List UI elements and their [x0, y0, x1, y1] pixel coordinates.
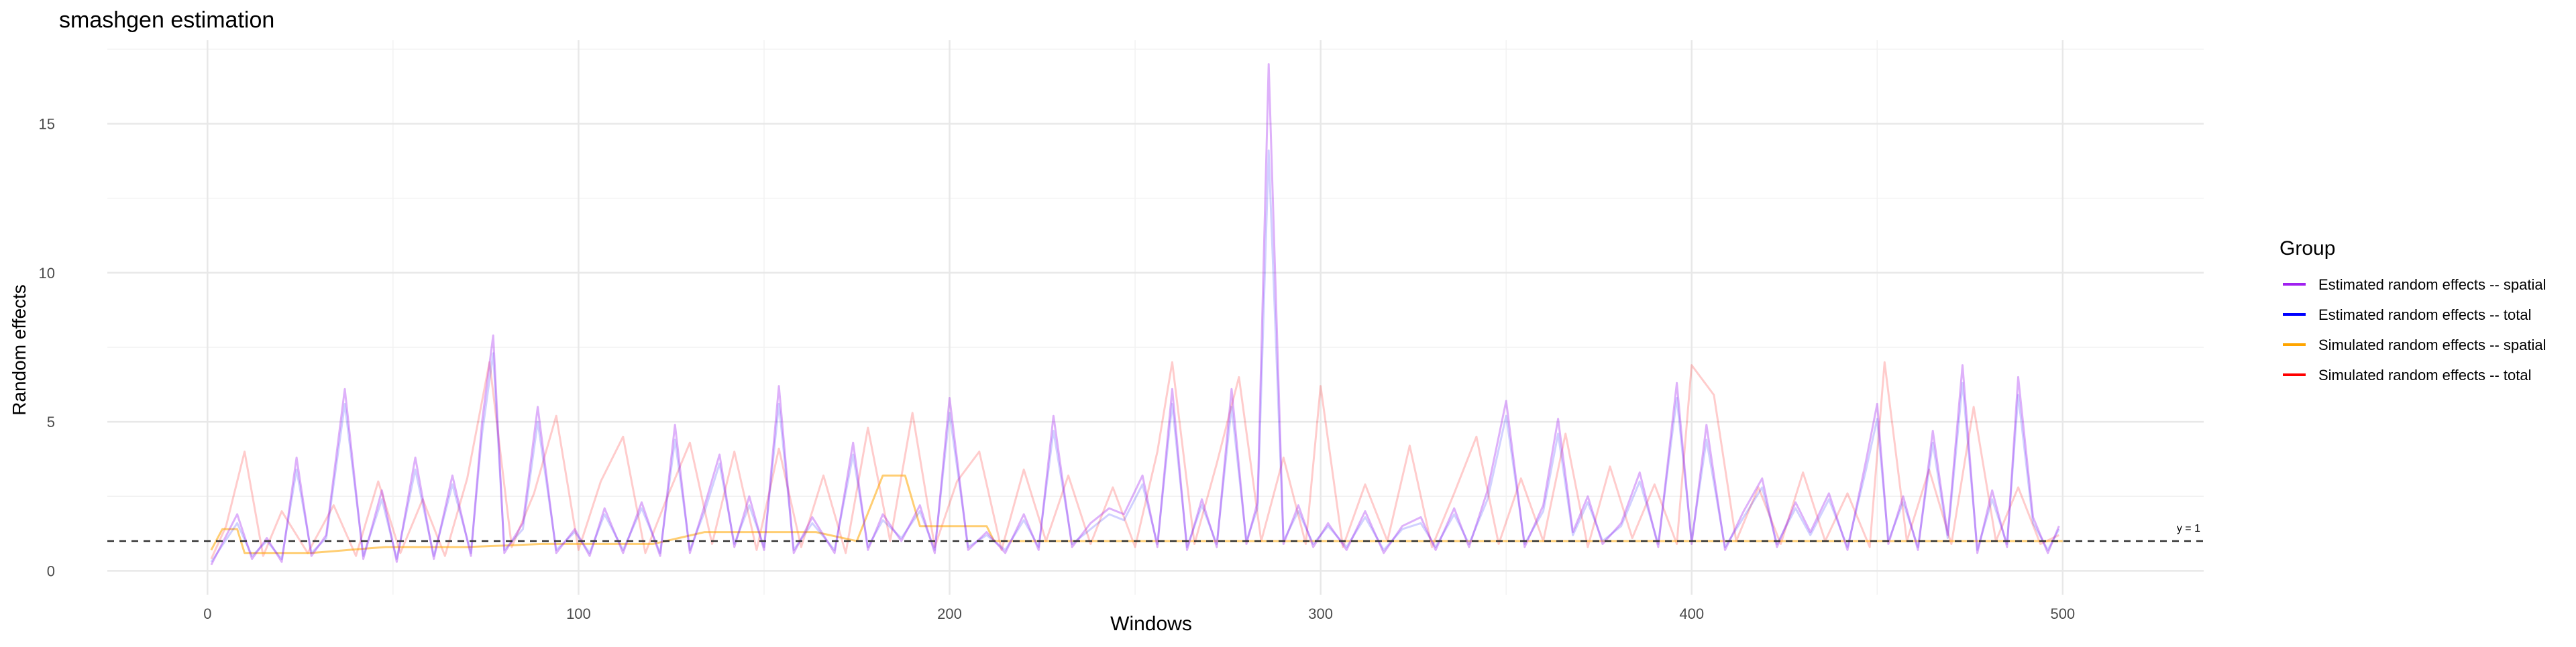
x-tick-label: 300	[1308, 605, 1333, 622]
x-tick-label: 500	[2050, 605, 2075, 622]
grid-lines	[107, 40, 2204, 595]
x-tick-label: 200	[937, 605, 962, 622]
series-line-0	[210, 63, 2060, 566]
series-line-3	[210, 361, 2059, 560]
y-axis-label: Random effects	[9, 284, 30, 416]
y-tick-label: 0	[47, 563, 55, 579]
reference-line-label: y = 1	[2177, 523, 2200, 534]
series-line-2	[210, 474, 2063, 554]
tick-labels: 0 100 200 300 400 500 0 5 10 15	[39, 115, 2076, 622]
chart-title: smashgen estimation	[59, 7, 274, 33]
series-line-1	[210, 150, 2060, 563]
x-tick-label: 400	[1679, 605, 1704, 622]
legend-title: Group	[2279, 237, 2335, 259]
series-layer	[210, 63, 2063, 566]
y-tick-label: 15	[39, 115, 55, 132]
legend-label: Simulated random effects -- spatial	[2318, 337, 2546, 353]
y-tick-label: 10	[39, 265, 55, 282]
x-tick-label: 100	[566, 605, 591, 622]
legend: Group Estimated random effects -- spatia…	[2279, 237, 2546, 384]
x-axis-label: Windows	[1110, 613, 1192, 635]
legend-label: Simulated random effects -- total	[2318, 367, 2532, 384]
legend-label: Estimated random effects -- total	[2318, 306, 2532, 323]
y-tick-label: 5	[47, 414, 55, 430]
legend-label: Estimated random effects -- spatial	[2318, 276, 2546, 293]
reference-line-layer: y = 1	[107, 523, 2204, 542]
x-tick-label: 0	[203, 605, 211, 622]
